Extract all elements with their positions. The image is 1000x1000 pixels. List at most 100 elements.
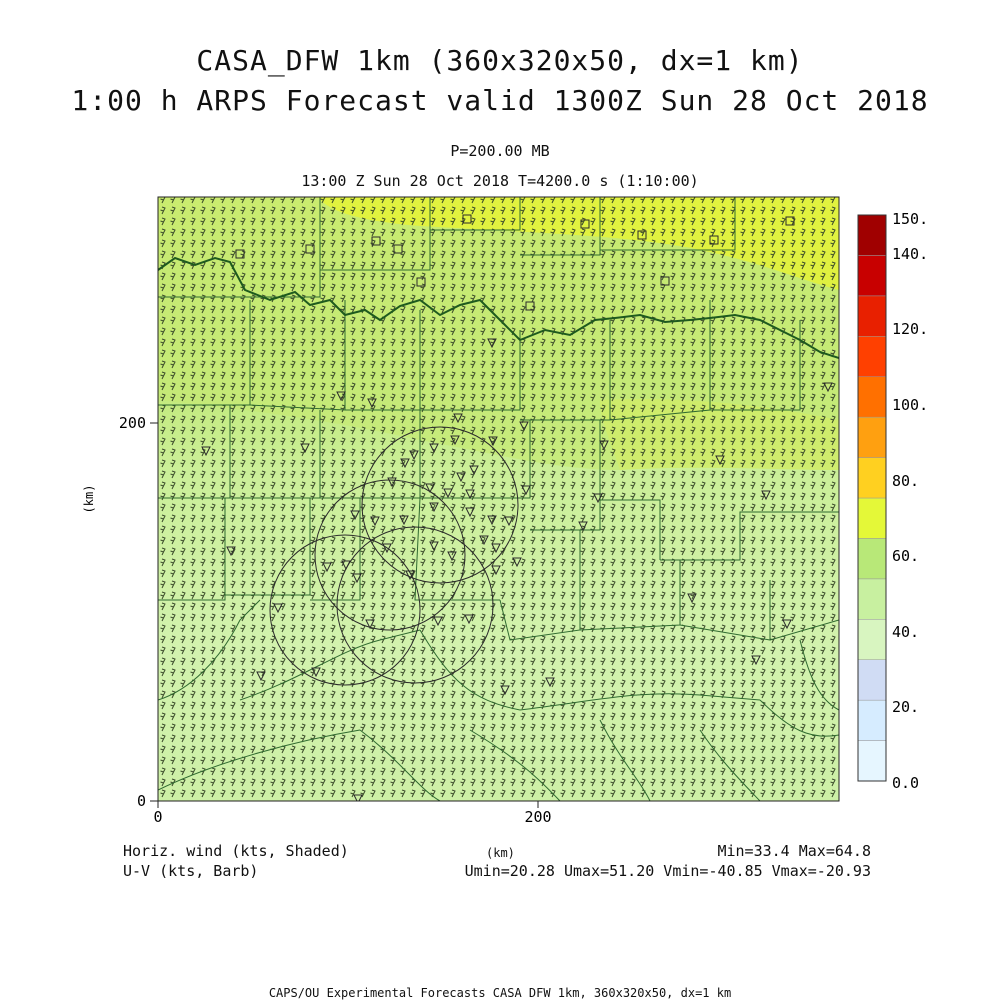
colorbar-segment [857, 699, 887, 741]
county-lines [158, 197, 839, 801]
radar-range-rings [269, 426, 519, 686]
station-triangle-marker [352, 573, 362, 584]
station-triangle-marker [400, 458, 410, 469]
station-triangle-marker [443, 488, 453, 499]
station-triangle-marker [300, 443, 310, 454]
uv-range-label: Umin=20.28 Umax=51.20 Vmin=-40.85 Vmax=-… [464, 862, 871, 880]
title-line-2: 1:00 h ARPS Forecast valid 1300Z Sun 28 … [71, 84, 929, 117]
station-square-marker [637, 230, 647, 240]
station-triangle-marker [782, 619, 792, 630]
title-line-1: CASA_DFW 1km (360x320x50, dx=1 km) [196, 44, 804, 77]
station-triangle-marker [382, 543, 392, 554]
legend-shaded-label: Horiz. wind (kts, Shaded) [123, 842, 349, 860]
station-triangle-marker [201, 446, 211, 457]
colorbar-segment [857, 457, 887, 499]
station-triangle-marker [761, 490, 771, 501]
station-triangle-marker [425, 483, 435, 494]
station-triangle-marker [464, 614, 474, 625]
colorbar-label-20: 20. [892, 698, 919, 716]
footer-credit: CAPS/OU Experimental Forecasts CASA DFW … [268, 986, 732, 1000]
colorbar-label-0: 0.0 [892, 774, 919, 792]
station-triangle-marker [751, 655, 761, 666]
colorbar-segment [857, 255, 887, 297]
station-square-marker [393, 244, 403, 254]
station-triangle-marker [256, 671, 266, 682]
station-triangle-marker [469, 465, 479, 476]
station-triangle-marker [512, 557, 522, 568]
x-axis-label: (km) [486, 846, 515, 860]
colorbar-frame [857, 214, 887, 782]
station-triangle-marker [465, 489, 475, 500]
colorbar-segment [857, 416, 887, 458]
station-square-marker [416, 277, 426, 287]
station-triangle-marker [226, 546, 236, 557]
y-tick-0: 0 [137, 792, 146, 810]
colorbar-segment [857, 497, 887, 539]
time-label: 13:00 Z Sun 28 Oct 2018 T=4200.0 s (1:10… [301, 172, 699, 190]
station-triangle-marker [365, 619, 375, 630]
station-triangle-marker [479, 535, 489, 546]
station-triangle-marker [593, 493, 603, 504]
station-triangle-marker [429, 443, 439, 454]
station-triangle-marker [578, 521, 588, 532]
colorbar-segment [857, 214, 887, 256]
station-square-marker [660, 276, 670, 286]
station-triangle-marker [500, 685, 510, 696]
station-square-marker [305, 244, 315, 254]
station-square-marker [580, 219, 590, 229]
colorbar [857, 214, 887, 782]
x-tick-0: 0 [153, 808, 162, 826]
colorbar-segment [857, 538, 887, 580]
station-triangle-marker [453, 413, 463, 424]
station-triangle-marker [491, 565, 501, 576]
high-wind-band [318, 197, 839, 290]
station-triangle-marker [433, 616, 443, 627]
station-square-marker [709, 235, 719, 245]
station-triangle-marker [447, 551, 457, 562]
colorbar-label-100: 100. [892, 396, 928, 414]
station-triangle-marker [322, 562, 332, 573]
station-triangle-marker [465, 507, 475, 518]
station-triangle-marker [504, 516, 514, 527]
station-triangle-marker [823, 382, 833, 393]
colorbar-labels: 150. 140. 120. 100. 80. 60. 40. 20. 0.0 [892, 210, 928, 792]
station-triangle-marker [353, 794, 363, 801]
station-square-marker [371, 236, 381, 246]
y-tick-200: 200 [119, 414, 146, 432]
station-triangle-marker [409, 450, 419, 461]
station-triangle-marker [487, 515, 497, 526]
station-triangle-marker [367, 398, 377, 409]
colorbar-segment [857, 376, 887, 418]
station-square-marker [525, 301, 535, 311]
colorbar-label-140: 140. [892, 245, 928, 263]
station-triangle-marker [273, 603, 283, 614]
min-max-label: Min=33.4 Max=64.8 [717, 842, 871, 860]
station-triangle-marker [715, 455, 725, 466]
station-triangle-marker [429, 502, 439, 513]
station-triangle-marker [370, 516, 380, 527]
station-triangle-marker [311, 667, 321, 678]
colorbar-segment [857, 578, 887, 620]
colorbar-label-120: 120. [892, 320, 928, 338]
station-triangle-marker [491, 543, 501, 554]
level-label: P=200.00 MB [450, 142, 550, 160]
station-triangle-marker [687, 593, 697, 604]
colorbar-label-60: 60. [892, 547, 919, 565]
station-triangle-marker [519, 421, 529, 432]
colorbar-label-150: 150. [892, 210, 928, 228]
station-triangle-marker [429, 541, 439, 552]
legend-barb-label: U-V (kts, Barb) [123, 862, 259, 880]
y-axis-label: (km) [82, 485, 96, 514]
yellowish-band [600, 399, 839, 470]
station-triangle-marker [399, 515, 409, 526]
colorbar-segment [857, 659, 887, 701]
station-square-marker [235, 249, 245, 259]
station-square-marker [785, 216, 795, 226]
x-tick-200: 200 [524, 808, 551, 826]
station-markers [201, 214, 833, 801]
station-triangle-marker [599, 440, 609, 451]
station-triangle-marker [350, 510, 360, 521]
plot-frame [157, 196, 840, 802]
station-triangle-marker [405, 570, 415, 581]
